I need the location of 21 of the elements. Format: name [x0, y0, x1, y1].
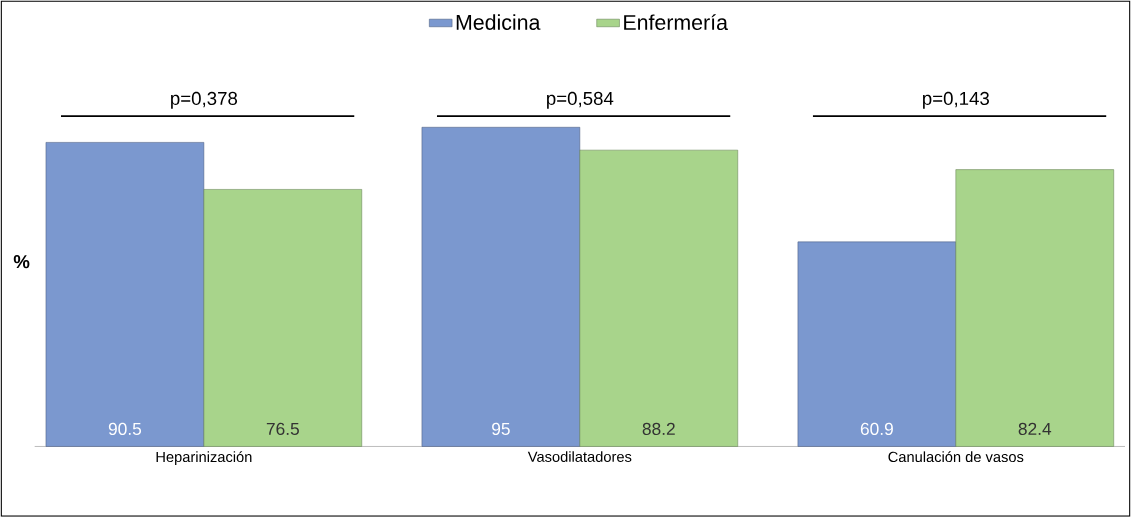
legend-label: Enfermería: [624, 13, 728, 30]
text: p=0,143: [923, 91, 989, 109]
data-label: 76.5: [266, 422, 299, 435]
x-tick-label: Heparinización: [156, 450, 252, 465]
bar: [579, 149, 739, 447]
bar: [203, 188, 363, 447]
y-axis-title: %: [13, 254, 30, 268]
data-label: 60.9: [860, 422, 893, 435]
text: p=0,378: [171, 91, 238, 109]
x-tick-label: Vasodilatadores: [527, 450, 632, 462]
bar: [797, 241, 957, 447]
data-label: 82.4: [1018, 422, 1052, 435]
bar: [421, 126, 581, 447]
data-label: 88.2: [642, 422, 675, 435]
x-tick-label: Canulación de vasos: [888, 450, 1024, 462]
text: p=0,584: [547, 91, 614, 109]
data-label: 90.5: [108, 422, 142, 435]
bar: [45, 141, 205, 447]
bar: [955, 169, 1114, 447]
legend-label: Medicina: [456, 14, 541, 30]
data-label: 95: [492, 422, 510, 435]
